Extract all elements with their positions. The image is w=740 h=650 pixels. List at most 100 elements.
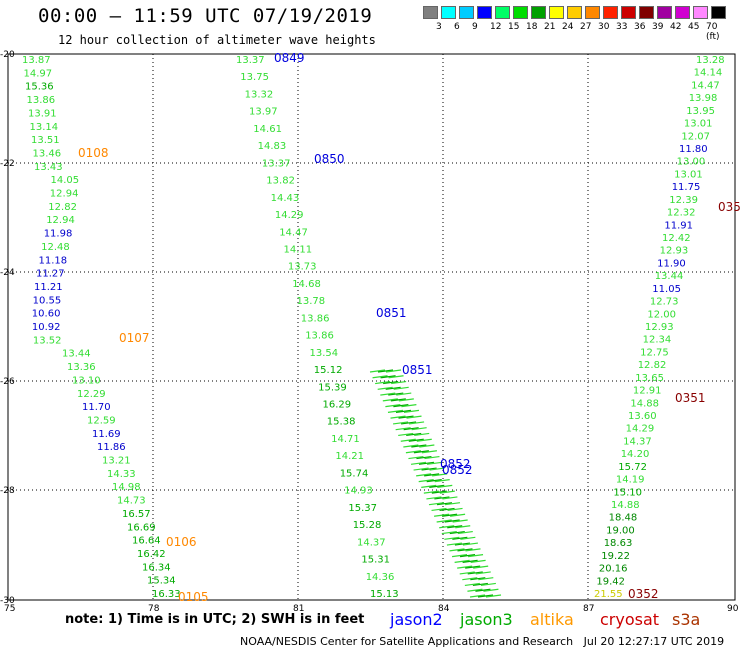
swh-value: 14.61: [253, 124, 282, 135]
swh-value: 15.37: [348, 503, 377, 514]
track-mark: [403, 444, 419, 448]
track-mark: [465, 565, 481, 569]
longitude-tick-label: 81: [293, 604, 304, 614]
track-mark: [398, 398, 414, 402]
track-mark: [431, 490, 447, 494]
track-mark: [395, 427, 411, 431]
track-mark: [477, 594, 494, 598]
track-mark: [460, 536, 476, 540]
swh-value: 12.34: [643, 335, 672, 346]
swh-value: 10.55: [33, 295, 62, 306]
track-mark: [388, 392, 404, 396]
swh-value: 13.78: [297, 296, 326, 307]
track-mark: [410, 461, 427, 465]
swh-value: 11.69: [92, 429, 121, 440]
track-mark: [424, 473, 440, 477]
track-mark: [480, 582, 496, 587]
color-swatch: [603, 6, 618, 19]
swh-value: 14.71: [331, 434, 360, 445]
track-mark: [416, 473, 432, 477]
swh-value: 14.88: [630, 398, 659, 409]
swh-value: 13.95: [686, 106, 715, 117]
swh-value: 14.97: [24, 68, 53, 79]
swh-value: 14.36: [366, 572, 395, 583]
color-scale-label: 24: [562, 22, 574, 32]
track-mark: [414, 432, 430, 437]
swh-value: 15.34: [147, 576, 176, 587]
swh-value: 11.27: [36, 269, 65, 280]
swh-value: 13.86: [301, 313, 330, 324]
track-mark: [451, 554, 468, 558]
swh-value: 16.33: [152, 589, 181, 600]
swh-value: 14.05: [51, 175, 80, 186]
track-mark: [413, 450, 429, 454]
longitude-tick-label: 84: [438, 604, 450, 614]
swh-value: 14.37: [623, 436, 652, 447]
swh-value: 12.82: [48, 202, 77, 213]
footer-credit: NOAA/NESDIS Center for Satellite Applica…: [240, 635, 725, 648]
track-mark: [454, 542, 471, 546]
track-mark: [393, 404, 409, 408]
legend-note: note: 1) Time is in UTC; 2) SWH is in fe…: [65, 612, 365, 627]
track-mark: [467, 571, 483, 575]
color-swatch: [459, 6, 474, 19]
track-mark: [377, 369, 394, 373]
track-mark: [398, 432, 414, 437]
color-swatch: [675, 6, 690, 19]
track-mark: [459, 554, 476, 558]
swh-value: 15.38: [327, 417, 356, 428]
track-mark: [426, 479, 442, 483]
track-mark: [400, 421, 417, 425]
track-mark: [413, 467, 429, 471]
latitude-tick-label: -28: [0, 486, 15, 496]
track-mark: [457, 530, 473, 535]
satellite-legend-item: altika: [530, 610, 574, 629]
color-scale-label: 27: [580, 22, 592, 32]
swh-value: 14.21: [335, 451, 364, 462]
track-mark: [462, 559, 478, 563]
swh-value: 13.97: [249, 107, 278, 118]
swh-value: 11.75: [672, 182, 701, 193]
swh-value: 14.47: [279, 227, 308, 238]
swh-value: 15.12: [314, 365, 343, 376]
latitude-tick-label: -26: [0, 377, 15, 387]
swh-value: 11.98: [44, 229, 73, 240]
latitude-tick-label: -22: [0, 159, 15, 169]
track-mark: [400, 438, 416, 442]
track-mark: [439, 507, 455, 512]
swh-value: 18.63: [604, 538, 633, 549]
swh-value: 14.33: [107, 469, 136, 480]
swh-value: 14.83: [258, 141, 287, 152]
track-mark: [470, 559, 486, 563]
swh-value: 14.88: [611, 500, 640, 511]
longitude-tick-label: 78: [148, 604, 160, 614]
swh-value: 12.42: [662, 233, 691, 244]
swh-value: 13.37: [236, 55, 265, 66]
swh-value: 13.98: [689, 93, 718, 104]
track-mark: [426, 496, 442, 500]
track-mark: [472, 582, 488, 587]
color-swatch: [531, 6, 546, 19]
map-subtitle: 12 hour collection of altimeter wave hei…: [58, 33, 376, 47]
swh-value: 12.91: [633, 386, 662, 397]
track-mark: [444, 502, 461, 506]
time-label: 0106: [166, 535, 197, 549]
track-mark: [431, 507, 447, 512]
track-mark: [469, 594, 486, 598]
track-mark: [416, 455, 432, 460]
swh-value: 13.91: [28, 108, 57, 119]
swh-value: 12.07: [681, 131, 710, 142]
swh-value: 16.29: [323, 400, 352, 411]
track-mark: [444, 536, 460, 540]
track-mark: [449, 548, 465, 552]
track-mark: [421, 450, 437, 454]
track-mark: [383, 380, 399, 385]
swh-value: 11.05: [652, 284, 681, 295]
swh-value: 13.21: [102, 456, 131, 467]
swh-value: 13.46: [33, 148, 62, 159]
swh-value: 15.36: [25, 82, 54, 93]
track-mark: [434, 479, 450, 483]
swh-value: 15.13: [370, 589, 399, 600]
swh-value: 12.32: [667, 208, 696, 219]
swh-value: 10.60: [32, 309, 61, 320]
